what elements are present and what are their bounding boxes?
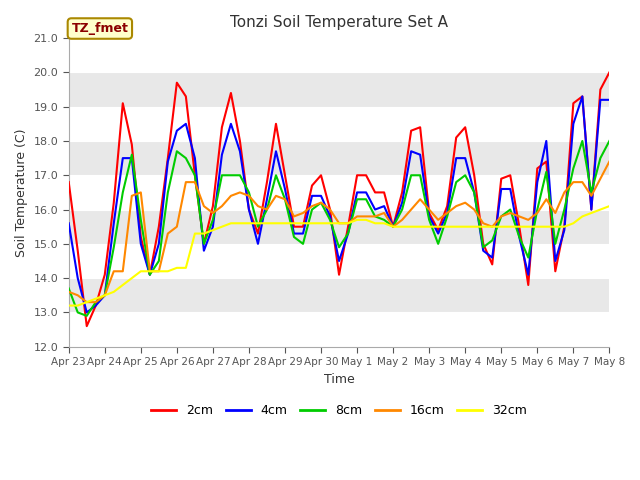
- Title: Tonzi Soil Temperature Set A: Tonzi Soil Temperature Set A: [230, 15, 448, 30]
- 4cm: [398, 200, 406, 205]
- Text: TZ_fmet: TZ_fmet: [72, 22, 128, 35]
- 8cm: [182, 155, 189, 161]
- X-axis label: Time: Time: [324, 372, 355, 386]
- 32cm: [191, 231, 198, 237]
- 8cm: [263, 207, 271, 213]
- 4cm: [182, 121, 189, 127]
- 8cm: [605, 138, 613, 144]
- 2cm: [200, 241, 208, 247]
- Legend: 2cm, 4cm, 8cm, 16cm, 32cm: 2cm, 4cm, 8cm, 16cm, 32cm: [146, 399, 532, 422]
- 16cm: [182, 179, 189, 185]
- 32cm: [605, 203, 613, 209]
- Bar: [68, 72, 609, 107]
- 16cm: [263, 207, 271, 213]
- Line: 2cm: 2cm: [68, 72, 609, 326]
- 32cm: [353, 217, 361, 223]
- 32cm: [254, 220, 262, 226]
- Line: 32cm: 32cm: [68, 206, 609, 306]
- 32cm: [65, 303, 72, 309]
- Bar: [68, 278, 609, 312]
- Y-axis label: Soil Temperature (C): Soil Temperature (C): [15, 128, 28, 257]
- 8cm: [65, 286, 72, 291]
- 2cm: [65, 179, 72, 185]
- 2cm: [263, 179, 271, 185]
- 2cm: [362, 172, 370, 178]
- 16cm: [605, 159, 613, 165]
- 4cm: [65, 220, 72, 226]
- 4cm: [83, 310, 91, 315]
- 4cm: [605, 97, 613, 103]
- 2cm: [543, 159, 550, 165]
- 4cm: [579, 94, 586, 99]
- 8cm: [543, 169, 550, 175]
- Line: 16cm: 16cm: [68, 162, 609, 302]
- Line: 4cm: 4cm: [68, 96, 609, 312]
- Bar: [68, 210, 609, 244]
- 32cm: [173, 265, 180, 271]
- 4cm: [200, 248, 208, 253]
- 4cm: [362, 190, 370, 195]
- 8cm: [200, 241, 208, 247]
- 16cm: [543, 196, 550, 202]
- 2cm: [398, 190, 406, 195]
- 8cm: [362, 196, 370, 202]
- 8cm: [83, 313, 91, 319]
- 32cm: [389, 224, 397, 229]
- 2cm: [83, 323, 91, 329]
- 2cm: [605, 70, 613, 75]
- 4cm: [263, 196, 271, 202]
- 8cm: [398, 207, 406, 213]
- 32cm: [534, 224, 541, 229]
- 16cm: [362, 214, 370, 219]
- 16cm: [200, 203, 208, 209]
- 16cm: [65, 289, 72, 295]
- 8cm: [579, 138, 586, 144]
- 2cm: [182, 94, 189, 99]
- 16cm: [83, 299, 91, 305]
- 4cm: [543, 138, 550, 144]
- Bar: [68, 141, 609, 175]
- Line: 8cm: 8cm: [68, 141, 609, 316]
- 16cm: [398, 217, 406, 223]
